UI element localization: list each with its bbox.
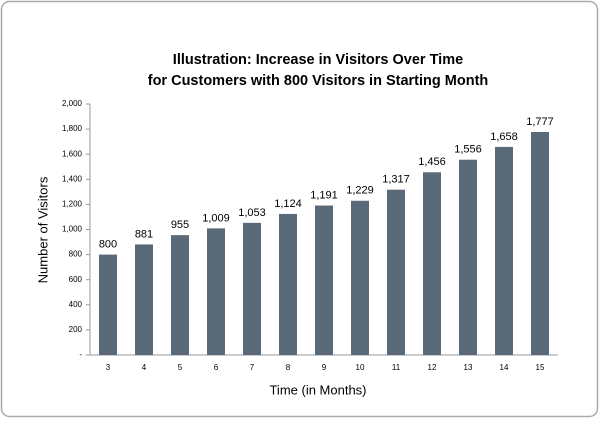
bar	[315, 205, 333, 355]
y-tick-label: 400	[69, 300, 83, 309]
data-label: 1,053	[238, 207, 266, 219]
y-tick-label: 600	[69, 275, 83, 284]
bar	[495, 146, 513, 355]
x-tick-label: 13	[464, 363, 473, 372]
x-tick-label: 15	[536, 363, 545, 372]
y-tick-label: 1,400	[62, 174, 83, 183]
data-label: 955	[171, 219, 189, 231]
data-label: 1,191	[310, 189, 338, 201]
x-tick-label: 11	[392, 363, 401, 372]
x-tick-label: 4	[142, 363, 147, 372]
bar	[135, 244, 153, 355]
x-tick-label: 12	[428, 363, 437, 372]
x-tick-label: 3	[106, 363, 111, 372]
y-axis-title: Number of Visitors	[35, 176, 50, 283]
bar	[99, 254, 117, 355]
y-tick-label: 1,800	[62, 124, 83, 133]
bar	[531, 131, 549, 355]
y-tick-label: 800	[69, 250, 83, 259]
data-label: 1,124	[274, 198, 302, 210]
bar	[207, 228, 225, 355]
data-label: 800	[99, 239, 117, 251]
y-tick-label: 2,000	[62, 99, 83, 108]
y-tick-label: 1,200	[62, 200, 83, 209]
x-tick-label: 7	[250, 363, 255, 372]
y-tick-label: 1,000	[62, 225, 83, 234]
chart-title: Illustration: Increase in Visitors Over …	[173, 52, 463, 68]
data-label: 1,658	[490, 131, 518, 143]
x-tick-label: 5	[178, 363, 183, 372]
x-tick-label: 6	[214, 363, 219, 372]
bar	[351, 200, 369, 355]
data-label: 881	[135, 228, 153, 240]
x-tick-label: 14	[500, 363, 509, 372]
bar	[423, 172, 441, 355]
bar	[171, 235, 189, 355]
x-axis-title: Time (in Months)	[269, 382, 366, 397]
x-tick-label: 10	[356, 363, 365, 372]
x-tick-label: 9	[322, 363, 327, 372]
bar	[459, 159, 477, 355]
y-tick-label: -	[79, 350, 82, 359]
bar	[243, 222, 261, 355]
data-label: 1,009	[202, 212, 230, 224]
data-label: 1,229	[346, 185, 374, 197]
data-label: 1,317	[382, 174, 410, 186]
data-label: 1,456	[418, 156, 446, 168]
bar	[387, 189, 405, 355]
y-tick-label: 200	[69, 325, 83, 334]
x-tick-label: 8	[286, 363, 291, 372]
data-label: 1,777	[526, 116, 554, 128]
data-label: 1,556	[454, 144, 482, 156]
chart-title: for Customers with 800 Visitors in Start…	[148, 73, 489, 89]
y-tick-label: 1,600	[62, 149, 83, 158]
bar	[279, 213, 297, 355]
